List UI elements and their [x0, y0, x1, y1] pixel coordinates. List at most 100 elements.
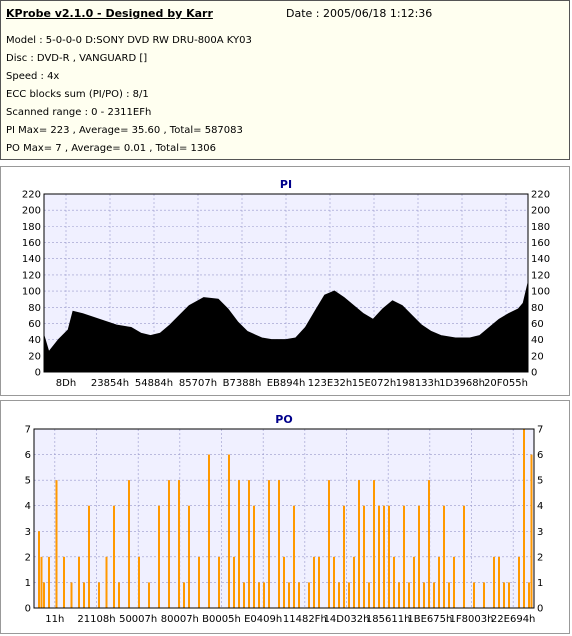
y-tick-label-left: 7	[25, 425, 31, 436]
x-tick-label: 198133h	[396, 378, 441, 389]
po-bar	[253, 505, 255, 608]
po-bar	[105, 556, 108, 608]
y-tick-label-left: 6	[25, 450, 31, 461]
y-tick-label-right: 5	[537, 476, 543, 487]
po-bar	[63, 556, 65, 608]
x-tick-label: 22E694h	[491, 614, 535, 625]
model-line: Model : 5-0-0-0 D:SONY DVD RW DRU-800A K…	[6, 35, 252, 46]
po-bar	[308, 582, 310, 608]
po-bar	[38, 531, 40, 608]
po-bar	[128, 480, 130, 608]
po-bar	[248, 480, 250, 608]
y-tick-label-left: 140	[22, 254, 41, 265]
po-bar	[338, 582, 340, 608]
x-tick-label: 11h	[45, 614, 64, 625]
po-bar	[283, 556, 285, 608]
po-bar	[523, 429, 525, 608]
po-bar	[363, 505, 365, 608]
po-bar	[438, 556, 440, 608]
po-bar	[218, 556, 220, 608]
y-tick-label-right: 80	[531, 303, 544, 314]
po-bar	[148, 582, 150, 608]
po-bar	[48, 556, 50, 608]
y-tick-label-left: 120	[22, 270, 41, 281]
y-tick-label-right: 1	[537, 578, 543, 589]
po-bar	[328, 480, 330, 608]
po-bar	[528, 582, 530, 608]
y-tick-label-left: 80	[28, 303, 41, 314]
y-tick-label-right: 2	[537, 552, 543, 563]
y-tick-label-left: 160	[22, 238, 41, 249]
po-bar	[388, 505, 390, 608]
pi-chart-panel: 0 0 20 20 40 40 60 60 80 80 100 100 120 120 140 140 160 1…	[0, 166, 570, 396]
po-bar	[403, 505, 405, 608]
po-bar	[188, 505, 190, 608]
po-bar	[383, 505, 385, 608]
po-bar	[88, 505, 90, 608]
y-tick-label-right: 0	[537, 604, 543, 615]
x-tick-label: 8Dh	[56, 378, 76, 389]
po-bar	[263, 582, 265, 608]
po-bar	[463, 505, 465, 608]
po-bar	[293, 505, 295, 608]
y-tick-label-right: 6	[537, 450, 543, 461]
y-tick-label-left: 3	[25, 527, 31, 538]
y-tick-label-left: 180	[22, 222, 41, 233]
x-tick-label: 20F055h	[484, 378, 528, 389]
pi-summary-line: PI Max= 223 , Average= 35.60 , Total= 58…	[6, 125, 243, 136]
x-tick-label: 23854h	[91, 378, 129, 389]
scanned-range-line: Scanned range : 0 - 2311EFh	[6, 107, 152, 118]
y-tick-label-left: 100	[22, 287, 41, 298]
po-bar	[473, 582, 475, 608]
po-bar	[268, 480, 270, 608]
y-tick-label-left: 5	[25, 476, 31, 487]
x-tick-label: 21108h	[77, 614, 115, 625]
po-bar	[393, 556, 395, 608]
po-bar	[198, 556, 200, 608]
y-tick-label-right: 140	[531, 254, 550, 265]
po-bar	[413, 556, 415, 608]
x-tick-label: E0409h	[244, 614, 282, 625]
plot-frame	[33, 428, 535, 609]
y-tick-label-right: 200	[531, 206, 550, 217]
x-tick-label: 185611h	[366, 614, 411, 625]
y-tick-label-right: 3	[537, 527, 543, 538]
x-tick-label: 50007h	[119, 614, 157, 625]
po-bar	[55, 480, 58, 608]
po-bar	[278, 480, 280, 608]
po-bar	[238, 480, 240, 608]
po-summary-line: PO Max= 7 , Average= 0.01 , Total= 1306	[6, 143, 216, 154]
y-tick-label-right: 7	[537, 425, 543, 436]
disc-line: Disc : DVD-R , VANGUARD []	[6, 53, 148, 64]
po-bar	[183, 582, 185, 608]
po-bar	[243, 582, 245, 608]
x-tick-label: 1F8003h	[450, 614, 494, 625]
x-tick-label: 80007h	[161, 614, 199, 625]
po-bar	[288, 582, 290, 608]
y-tick-label-left: 0	[35, 368, 41, 379]
po-bar	[373, 480, 375, 608]
po-bar	[398, 582, 400, 608]
chart-title: PI	[280, 178, 292, 191]
po-bar	[433, 582, 435, 608]
po-bar	[503, 582, 505, 608]
po-bar	[40, 556, 43, 608]
po-bar	[448, 582, 450, 608]
x-tick-label: B7388h	[223, 378, 262, 389]
x-tick-label: 85707h	[179, 378, 217, 389]
y-tick-label-right: 160	[531, 238, 550, 249]
po-bar	[508, 582, 510, 608]
po-bar	[368, 582, 370, 608]
po-bar	[358, 480, 360, 608]
y-tick-label-left: 4	[25, 501, 31, 512]
po-bar	[498, 556, 500, 608]
po-bar	[378, 505, 380, 608]
po-bar	[353, 556, 355, 608]
po-bar	[43, 582, 45, 608]
po-bar	[83, 582, 85, 608]
po-bar	[158, 505, 160, 608]
y-tick-label-left: 0	[25, 604, 31, 615]
x-tick-label: 1BE675h	[407, 614, 452, 625]
plot-frame	[43, 193, 529, 373]
y-tick-label-left: 40	[28, 335, 41, 346]
